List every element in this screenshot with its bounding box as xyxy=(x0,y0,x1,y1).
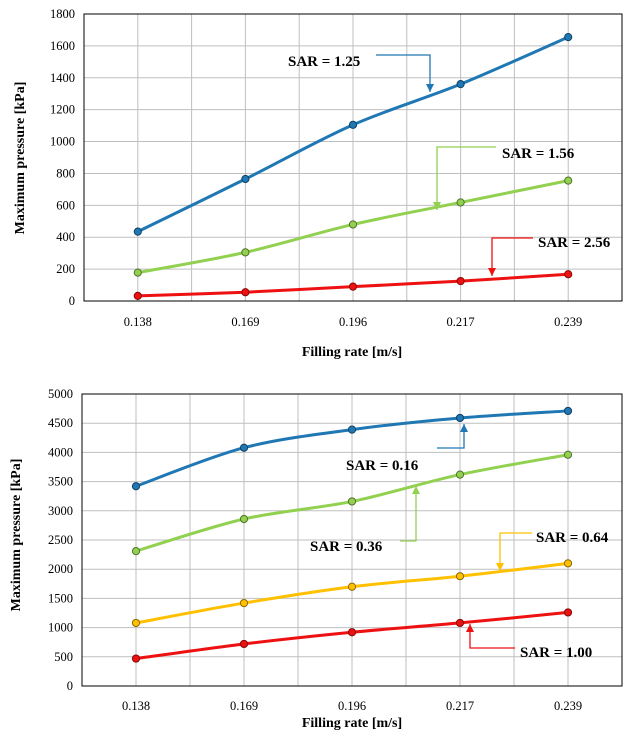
data-point xyxy=(133,268,142,277)
callout-arrow-line xyxy=(499,532,532,571)
x-tick-label: 0.239 xyxy=(554,315,582,329)
callout-arrow-head xyxy=(488,268,496,276)
callout-arrow-head xyxy=(496,563,504,571)
data-point xyxy=(347,497,357,506)
data-point xyxy=(456,198,465,207)
series-label: SAR = 1.00 xyxy=(520,645,592,661)
y-tick-label: 400 xyxy=(56,230,75,244)
data-point xyxy=(241,174,250,184)
x-tick-label: 0.239 xyxy=(554,699,582,713)
callout-arrow-line xyxy=(491,237,533,276)
y-tick-label: 800 xyxy=(56,166,75,180)
x-tick-label: 0.217 xyxy=(446,699,474,713)
x-tick-label: 0.138 xyxy=(122,699,150,713)
data-point xyxy=(347,582,357,591)
data-point xyxy=(239,514,249,524)
y-tick-label: 1800 xyxy=(50,7,75,21)
callout-arrow-head xyxy=(426,84,434,92)
y-tick-label: 1600 xyxy=(50,39,75,53)
data-point xyxy=(456,80,465,89)
y-tick-label: 500 xyxy=(54,650,73,664)
y-tick-label: 3500 xyxy=(48,475,73,489)
data-point xyxy=(239,639,249,649)
data-point xyxy=(133,291,142,300)
data-point xyxy=(564,270,573,279)
data-point xyxy=(348,220,358,229)
y-axis-title: Maximum pressure [kPa] xyxy=(13,82,28,235)
callout-arrow-line xyxy=(400,486,417,542)
y-tick-label: 1000 xyxy=(48,621,73,635)
callout-arrow-line xyxy=(436,146,496,210)
y-tick-label: 200 xyxy=(56,262,75,276)
data-point xyxy=(133,227,142,236)
callout-arrow-head xyxy=(412,486,420,494)
series-label: SAR = 0.16 xyxy=(346,458,419,474)
plot-frame xyxy=(81,393,623,687)
plot-frame xyxy=(83,13,623,302)
data-point xyxy=(456,276,465,286)
data-point xyxy=(563,406,573,416)
x-tick-label: 0.169 xyxy=(230,699,258,713)
x-axis-title: Filling rate [m/s] xyxy=(302,716,402,731)
x-tick-label: 0.169 xyxy=(231,315,259,329)
y-tick-label: 1000 xyxy=(50,135,75,149)
data-point xyxy=(241,248,250,257)
data-point xyxy=(564,176,573,185)
y-tick-label: 4000 xyxy=(48,445,73,459)
data-point xyxy=(348,120,358,129)
data-point xyxy=(347,628,357,637)
x-tick-label: 0.138 xyxy=(124,315,152,329)
y-tick-label: 2500 xyxy=(48,533,73,547)
y-tick-label: 1200 xyxy=(50,103,75,117)
data-point xyxy=(241,288,250,297)
data-point xyxy=(131,546,141,556)
x-tick-label: 0.196 xyxy=(338,699,366,713)
y-axis-title: Maximum pressure [kPa] xyxy=(9,459,24,612)
data-point xyxy=(239,598,249,608)
data-point xyxy=(563,608,573,617)
data-point xyxy=(455,413,465,423)
y-tick-label: 4500 xyxy=(48,416,73,430)
data-point xyxy=(564,33,573,42)
x-tick-label: 0.196 xyxy=(339,315,367,329)
y-tick-label: 1500 xyxy=(48,591,73,605)
data-point xyxy=(455,618,465,628)
data-point xyxy=(455,572,465,581)
data-point xyxy=(347,425,357,434)
y-tick-label: 2000 xyxy=(48,562,73,576)
data-point xyxy=(563,559,573,568)
callout-arrow-head xyxy=(466,624,474,632)
callout-arrow-head xyxy=(460,424,468,432)
y-tick-label: 5000 xyxy=(48,387,73,401)
data-point xyxy=(131,482,141,491)
top-line-chart: 0 200 400 600 800 1000 1200 1400 1600 1800 0.138 0.… xyxy=(13,7,623,360)
x-axis-title: Filling rate [m/s] xyxy=(302,345,402,360)
x-tick-label: 0.217 xyxy=(447,315,475,329)
data-point xyxy=(131,618,141,628)
bottom-line-chart: 0 500 1000 1500 2000 2500 3000 3500 4000 4500 5000… xyxy=(9,387,623,731)
data-point xyxy=(239,443,249,452)
y-tick-label: 600 xyxy=(56,198,75,212)
series-label: SAR = 0.64 xyxy=(536,530,609,546)
callout-arrow-head xyxy=(433,202,441,210)
series-label: SAR = 1.25 xyxy=(288,54,360,70)
series-label: SAR = 0.36 xyxy=(310,539,383,555)
data-point xyxy=(455,470,465,479)
y-tick-label: 1400 xyxy=(50,71,75,85)
data-point xyxy=(348,282,358,291)
y-tick-label: 0 xyxy=(69,294,75,308)
series-label: SAR = 2.56 xyxy=(538,235,611,251)
y-tick-label: 3000 xyxy=(48,504,73,518)
data-point xyxy=(131,654,141,663)
y-tick-label: 0 xyxy=(67,679,73,693)
callout-arrow-line xyxy=(376,54,431,92)
series-label: SAR = 1.56 xyxy=(502,146,575,162)
data-point xyxy=(563,450,573,459)
